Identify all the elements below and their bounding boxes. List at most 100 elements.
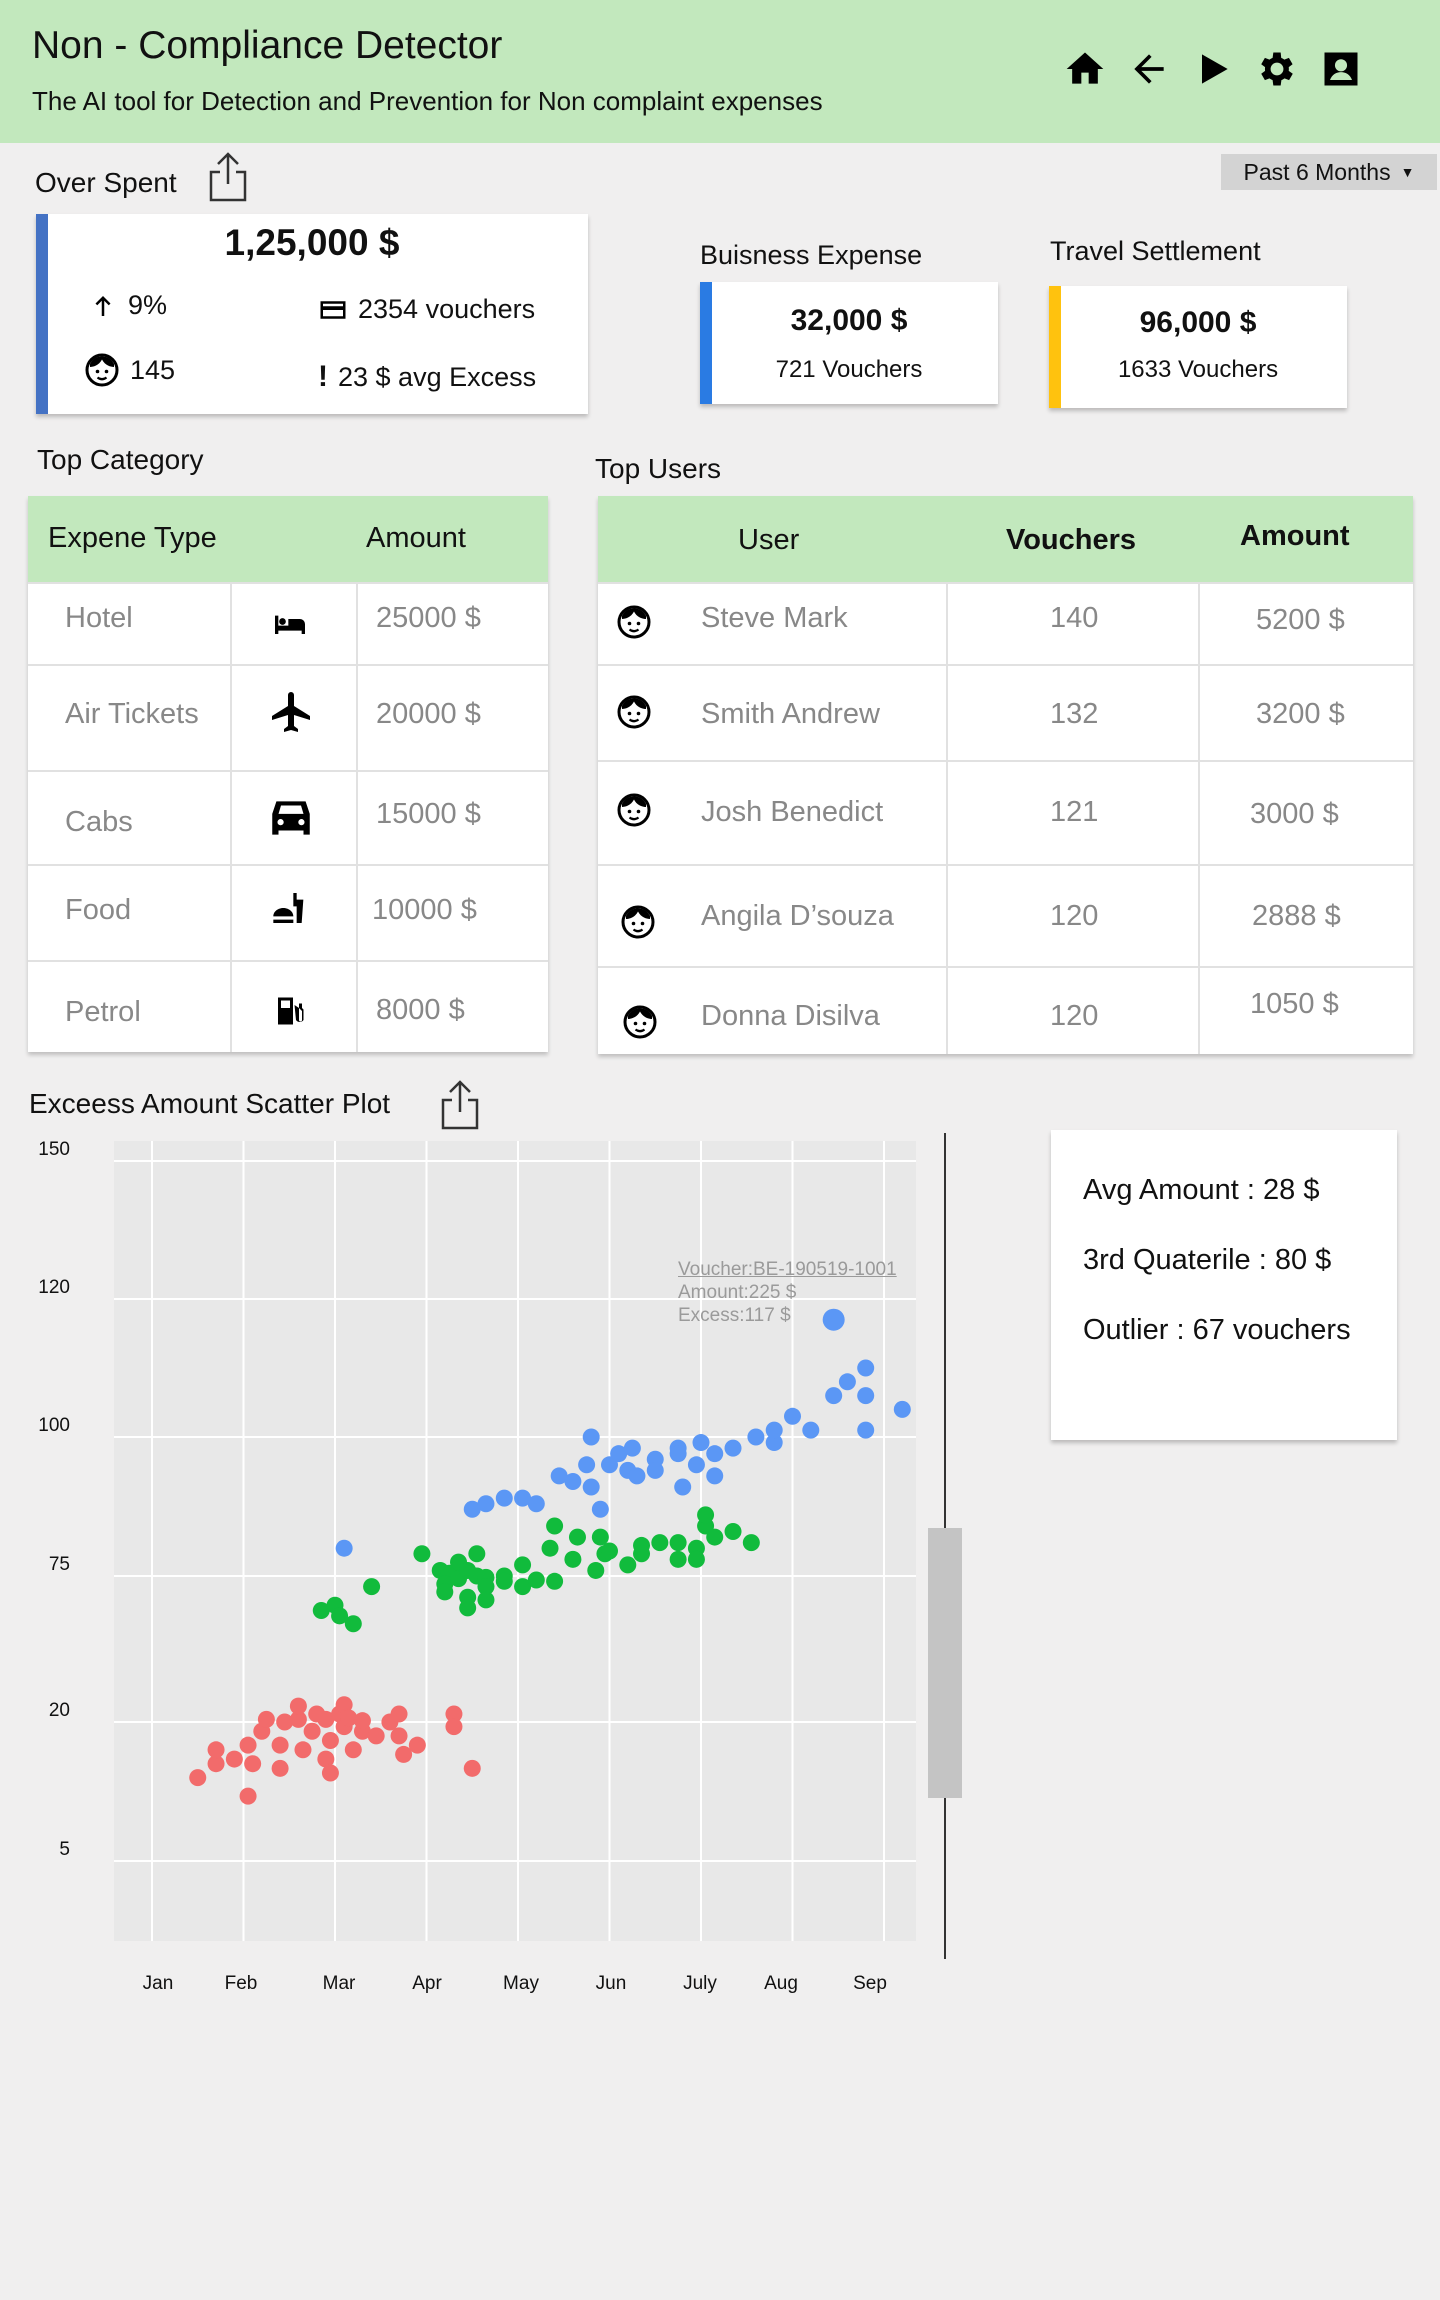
data-point[interactable]	[312, 1602, 330, 1620]
play-icon[interactable]	[1190, 46, 1236, 92]
data-point[interactable]	[578, 1456, 596, 1474]
data-point[interactable]	[802, 1421, 820, 1439]
data-point[interactable]	[445, 1718, 463, 1736]
data-point[interactable]	[601, 1542, 618, 1560]
data-point[interactable]	[674, 1478, 692, 1496]
data-point[interactable]	[514, 1556, 532, 1574]
data-point[interactable]	[390, 1727, 408, 1745]
profile-icon[interactable]	[1318, 46, 1364, 92]
data-point[interactable]	[587, 1561, 605, 1579]
data-point[interactable]	[363, 1578, 381, 1596]
data-point[interactable]	[514, 1489, 532, 1507]
data-point[interactable]	[825, 1387, 843, 1405]
data-point[interactable]	[495, 1489, 513, 1507]
data-point[interactable]	[582, 1478, 600, 1496]
data-point[interactable]	[413, 1545, 431, 1563]
export-icon[interactable]	[440, 1078, 480, 1130]
data-point[interactable]	[697, 1506, 715, 1524]
period-dropdown[interactable]: Past 6 Months ▼	[1221, 154, 1437, 190]
table-row[interactable]: Smith Andrew 132 3200 $	[598, 664, 1413, 760]
data-point[interactable]	[564, 1472, 582, 1490]
table-row[interactable]: Cabs 15000 $	[28, 770, 548, 864]
data-point[interactable]	[628, 1467, 646, 1485]
data-point[interactable]	[706, 1445, 724, 1463]
data-point[interactable]	[687, 1550, 705, 1568]
data-point[interactable]	[857, 1421, 875, 1439]
table-row[interactable]: Angila D’souza 120 2888 $	[598, 864, 1413, 966]
data-point[interactable]	[546, 1517, 564, 1535]
table-row[interactable]: Food 10000 $	[28, 864, 548, 960]
data-point[interactable]	[623, 1439, 641, 1457]
data-point[interactable]	[317, 1710, 335, 1728]
data-point[interactable]	[541, 1539, 559, 1557]
data-point[interactable]	[747, 1428, 765, 1446]
data-point[interactable]	[857, 1387, 875, 1405]
data-point[interactable]	[687, 1456, 705, 1474]
data-point[interactable]	[822, 1308, 845, 1331]
data-point[interactable]	[527, 1571, 545, 1589]
table-row[interactable]: Steve Mark 140 5200 $	[598, 582, 1413, 664]
data-point[interactable]	[610, 1445, 628, 1463]
data-point[interactable]	[527, 1495, 545, 1513]
data-point[interactable]	[669, 1534, 687, 1552]
data-point[interactable]	[724, 1439, 742, 1457]
data-point[interactable]	[445, 1705, 463, 1723]
gear-icon[interactable]	[1254, 46, 1300, 92]
data-point[interactable]	[463, 1500, 481, 1518]
data-point[interactable]	[495, 1572, 513, 1590]
data-point[interactable]	[207, 1755, 225, 1773]
data-point[interactable]	[591, 1500, 609, 1518]
data-point[interactable]	[244, 1755, 262, 1773]
data-point[interactable]	[239, 1787, 257, 1805]
data-point[interactable]	[857, 1359, 875, 1377]
data-point[interactable]	[321, 1732, 339, 1750]
export-icon[interactable]	[208, 150, 248, 202]
data-point[interactable]	[344, 1741, 362, 1759]
data-point[interactable]	[463, 1759, 481, 1777]
table-row[interactable]: Hotel 25000 $	[28, 582, 548, 664]
data-point[interactable]	[271, 1736, 289, 1754]
data-point[interactable]	[514, 1578, 532, 1596]
data-point[interactable]	[189, 1769, 207, 1787]
data-point[interactable]	[568, 1528, 586, 1546]
data-point[interactable]	[706, 1528, 724, 1546]
data-point[interactable]	[765, 1421, 783, 1439]
data-point[interactable]	[706, 1467, 724, 1485]
data-point[interactable]	[294, 1741, 312, 1759]
data-point[interactable]	[765, 1434, 783, 1452]
data-point[interactable]	[619, 1556, 637, 1574]
table-row[interactable]: Josh Benedict 121 3000 $	[598, 760, 1413, 864]
data-point[interactable]	[893, 1400, 911, 1418]
data-point[interactable]	[633, 1545, 651, 1563]
data-point[interactable]	[651, 1534, 669, 1552]
data-point[interactable]	[207, 1741, 225, 1759]
home-icon[interactable]	[1062, 46, 1108, 92]
data-point[interactable]	[271, 1759, 289, 1777]
data-point[interactable]	[321, 1764, 339, 1782]
data-point[interactable]	[303, 1722, 321, 1740]
data-point[interactable]	[838, 1373, 856, 1391]
data-point[interactable]	[477, 1578, 495, 1596]
data-point[interactable]	[459, 1599, 477, 1617]
data-point[interactable]	[390, 1705, 408, 1723]
data-point[interactable]	[331, 1607, 349, 1625]
data-point[interactable]	[692, 1434, 710, 1452]
data-point[interactable]	[367, 1727, 385, 1745]
data-point[interactable]	[591, 1528, 609, 1546]
data-point[interactable]	[289, 1697, 307, 1715]
data-point[interactable]	[477, 1591, 495, 1609]
table-row[interactable]: Donna Disilva 120 1050 $	[598, 966, 1413, 1054]
table-row[interactable]: Petrol 8000 $	[28, 960, 548, 1052]
data-point[interactable]	[742, 1534, 760, 1552]
data-point[interactable]	[289, 1710, 307, 1728]
data-point[interactable]	[546, 1572, 564, 1590]
data-point[interactable]	[340, 1709, 358, 1727]
data-point[interactable]	[257, 1710, 275, 1728]
back-arrow-icon[interactable]	[1126, 46, 1172, 92]
table-row[interactable]: Air Tickets 20000 $	[28, 664, 548, 770]
data-point[interactable]	[436, 1583, 454, 1601]
data-point[interactable]	[344, 1615, 362, 1633]
data-point[interactable]	[353, 1712, 371, 1730]
data-point[interactable]	[239, 1736, 257, 1754]
data-point[interactable]	[669, 1445, 687, 1463]
